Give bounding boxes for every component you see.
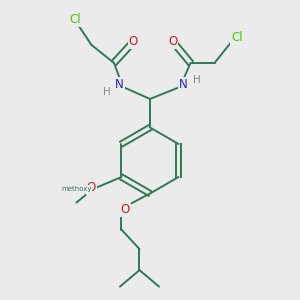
Text: methoxy: methoxy xyxy=(61,186,92,192)
Text: O: O xyxy=(87,181,96,194)
Text: N: N xyxy=(115,78,124,91)
Text: H: H xyxy=(103,87,110,98)
Text: O: O xyxy=(168,35,177,48)
Text: H: H xyxy=(193,75,200,85)
Text: Cl: Cl xyxy=(69,13,81,26)
Text: N: N xyxy=(179,78,188,91)
Text: O: O xyxy=(129,35,138,48)
Text: O: O xyxy=(121,202,130,216)
Text: Cl: Cl xyxy=(231,31,243,44)
